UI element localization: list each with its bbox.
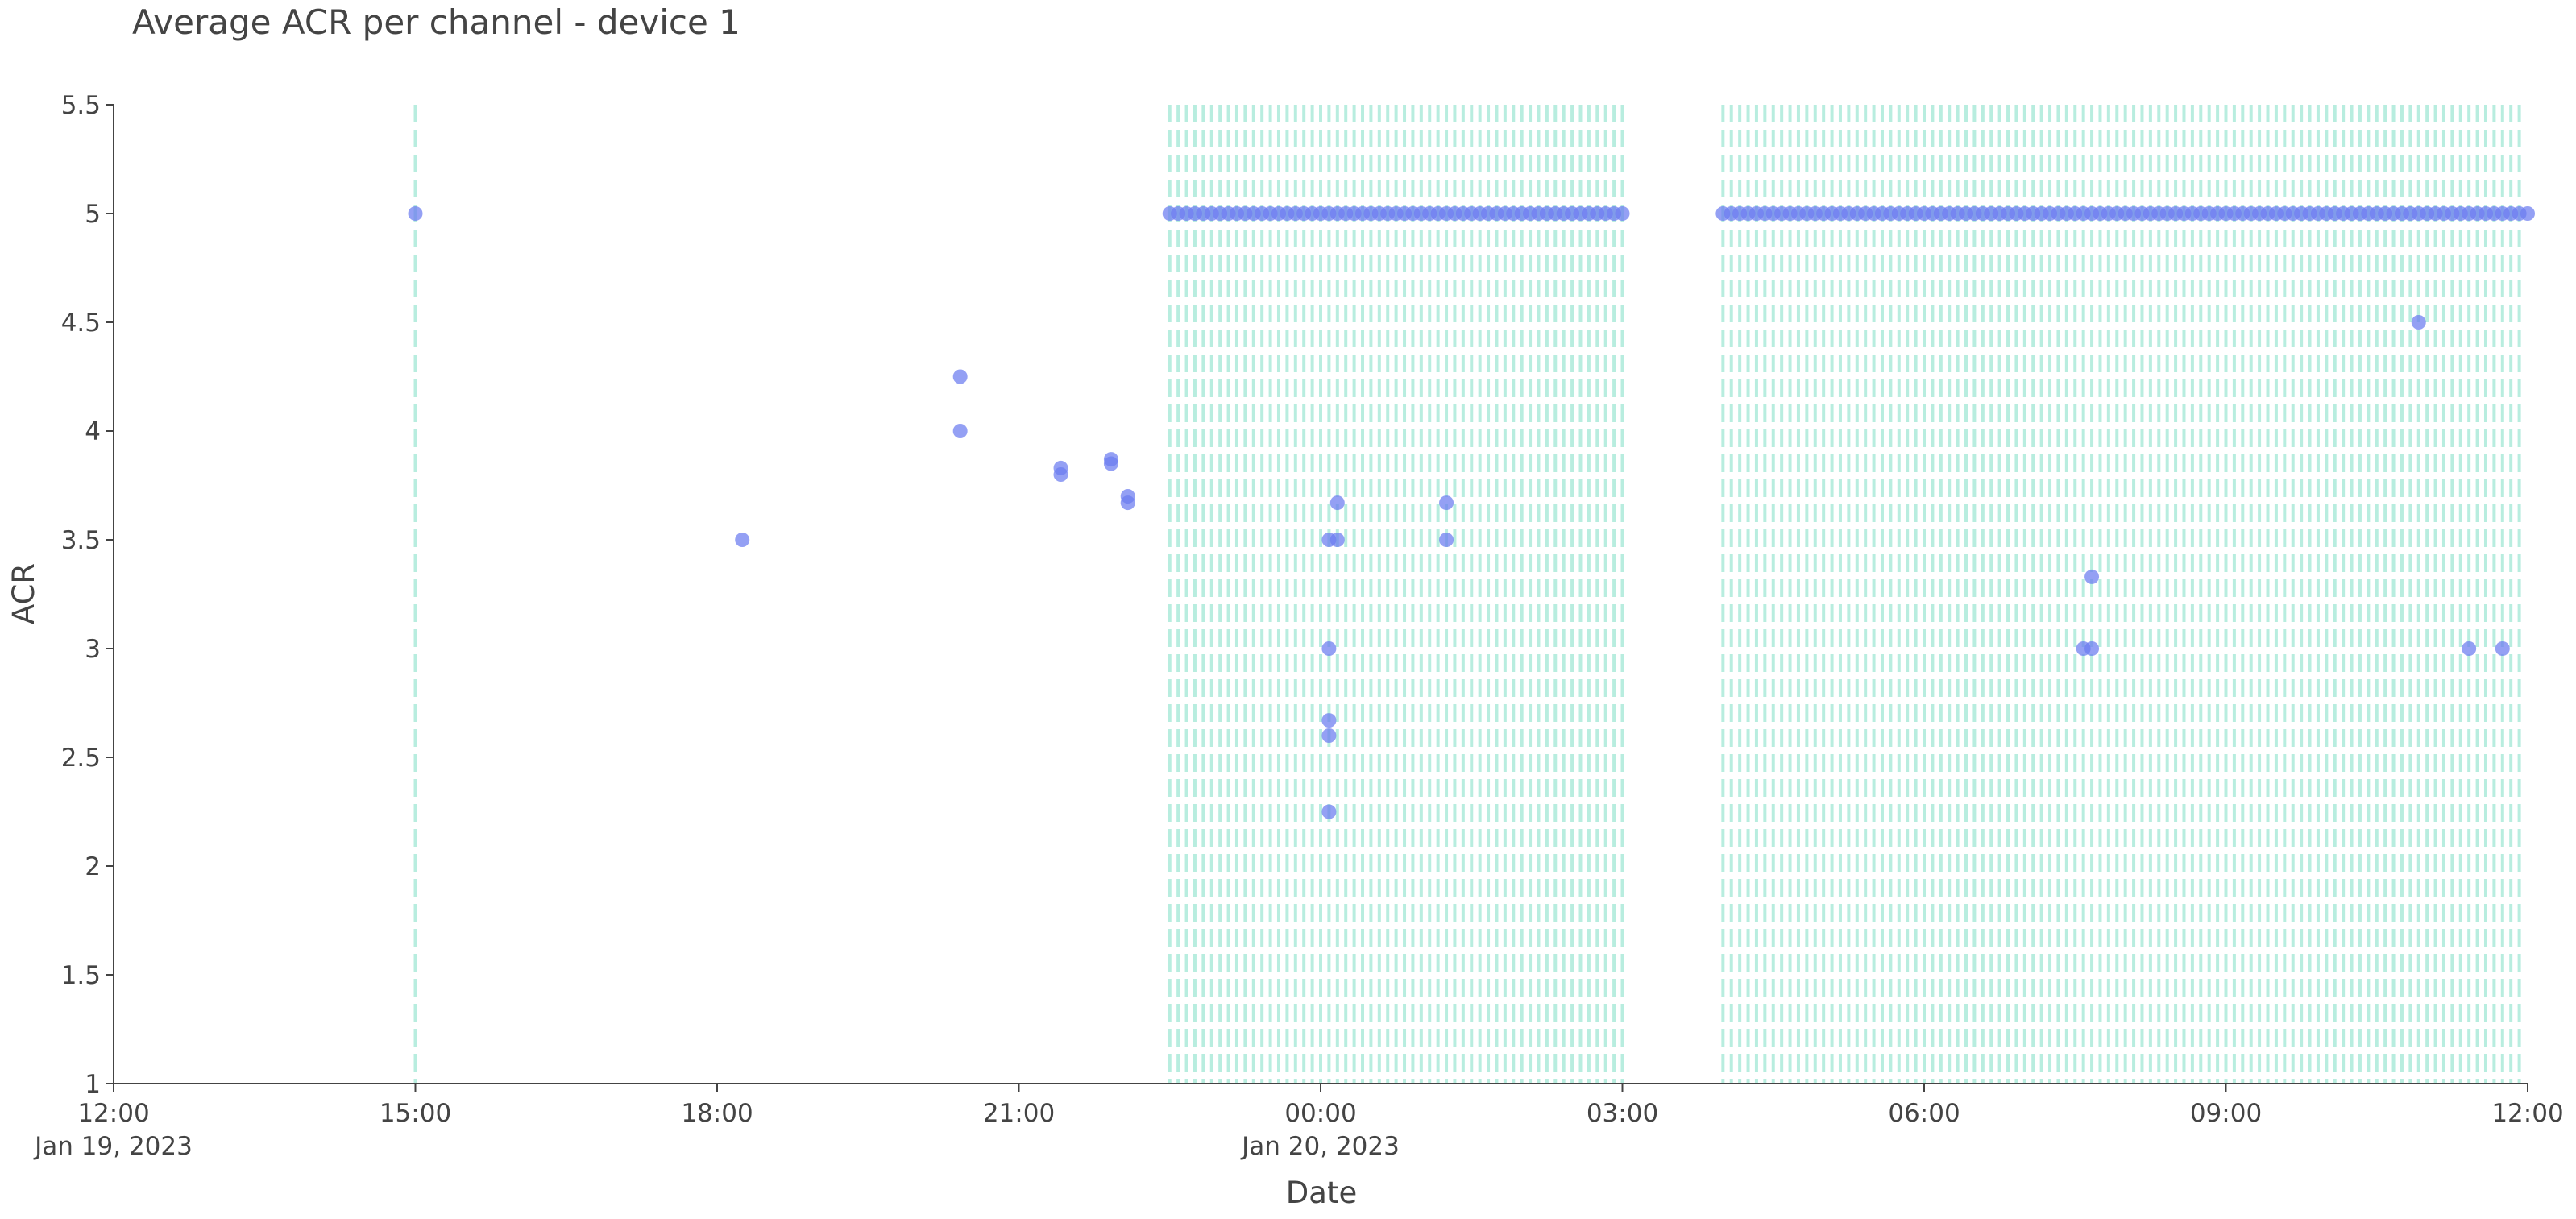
data-point <box>1321 713 1337 728</box>
data-point <box>2462 641 2477 656</box>
data-point <box>1321 641 1337 656</box>
y-tick-labels: 1 1.5 2 2.5 3 3.5 4 4.5 5 5.5 <box>61 91 114 1099</box>
data-point <box>735 533 750 547</box>
x-tick-label: 09:00 <box>2190 1099 2262 1128</box>
y-tick-label: 5.5 <box>61 91 101 120</box>
data-point <box>1329 495 1345 511</box>
y-tick-label: 5 <box>85 200 101 229</box>
data-point <box>952 424 968 438</box>
data-point <box>1439 533 1454 547</box>
x-tick-label: 21:00 <box>983 1099 1055 1128</box>
x-tick-labels: 12:00 Jan 19, 2023 15:00 18:00 21:00 00:00 Jan… <box>33 1084 2564 1161</box>
data-point <box>1321 804 1337 819</box>
data-point <box>2411 315 2426 330</box>
x-tick-label: 03:00 <box>1587 1099 1658 1128</box>
data-point <box>408 206 423 221</box>
data-point <box>2495 641 2510 656</box>
y-tick-label: 3.5 <box>61 526 101 555</box>
data-point <box>2520 206 2535 221</box>
y-tick-label: 4 <box>85 417 101 446</box>
y-tick-label: 1.5 <box>61 961 101 990</box>
data-point <box>1321 728 1337 743</box>
x-tick-label: 12:00 <box>77 1099 149 1128</box>
data-point <box>952 369 968 384</box>
x-tick-label: 15:00 <box>380 1099 451 1128</box>
x-tick-label: 06:00 <box>1888 1099 1960 1128</box>
data-point <box>1103 456 1118 471</box>
y-axis-title: ACR <box>6 563 41 624</box>
data-point <box>1120 495 1135 511</box>
x-tick-label: 00:00 <box>1284 1099 1356 1128</box>
x-tick-date-label: Jan 19, 2023 <box>33 1132 193 1161</box>
y-tick-label: 3 <box>85 635 101 664</box>
x-tick-label: 18:00 <box>681 1099 753 1128</box>
y-tick-label: 1 <box>85 1070 101 1099</box>
y-tick-label: 2 <box>85 852 101 881</box>
y-tick-label: 4.5 <box>61 309 101 338</box>
x-axis-title: Date <box>1286 1175 1357 1210</box>
x-tick-label: 12:00 <box>2491 1099 2563 1128</box>
data-point <box>1329 533 1345 547</box>
x-tick-date-label: Jan 20, 2023 <box>1240 1132 1400 1161</box>
data-point-layer <box>408 206 2535 819</box>
data-point <box>2084 569 2100 584</box>
data-point <box>1439 495 1454 511</box>
y-tick-label: 2.5 <box>61 744 101 773</box>
event-line-layer <box>413 105 2521 1084</box>
data-point <box>1615 206 1630 221</box>
data-point <box>1053 467 1068 482</box>
chart-title: Average ACR per channel - device 1 <box>132 2 740 42</box>
data-point <box>2084 641 2100 656</box>
